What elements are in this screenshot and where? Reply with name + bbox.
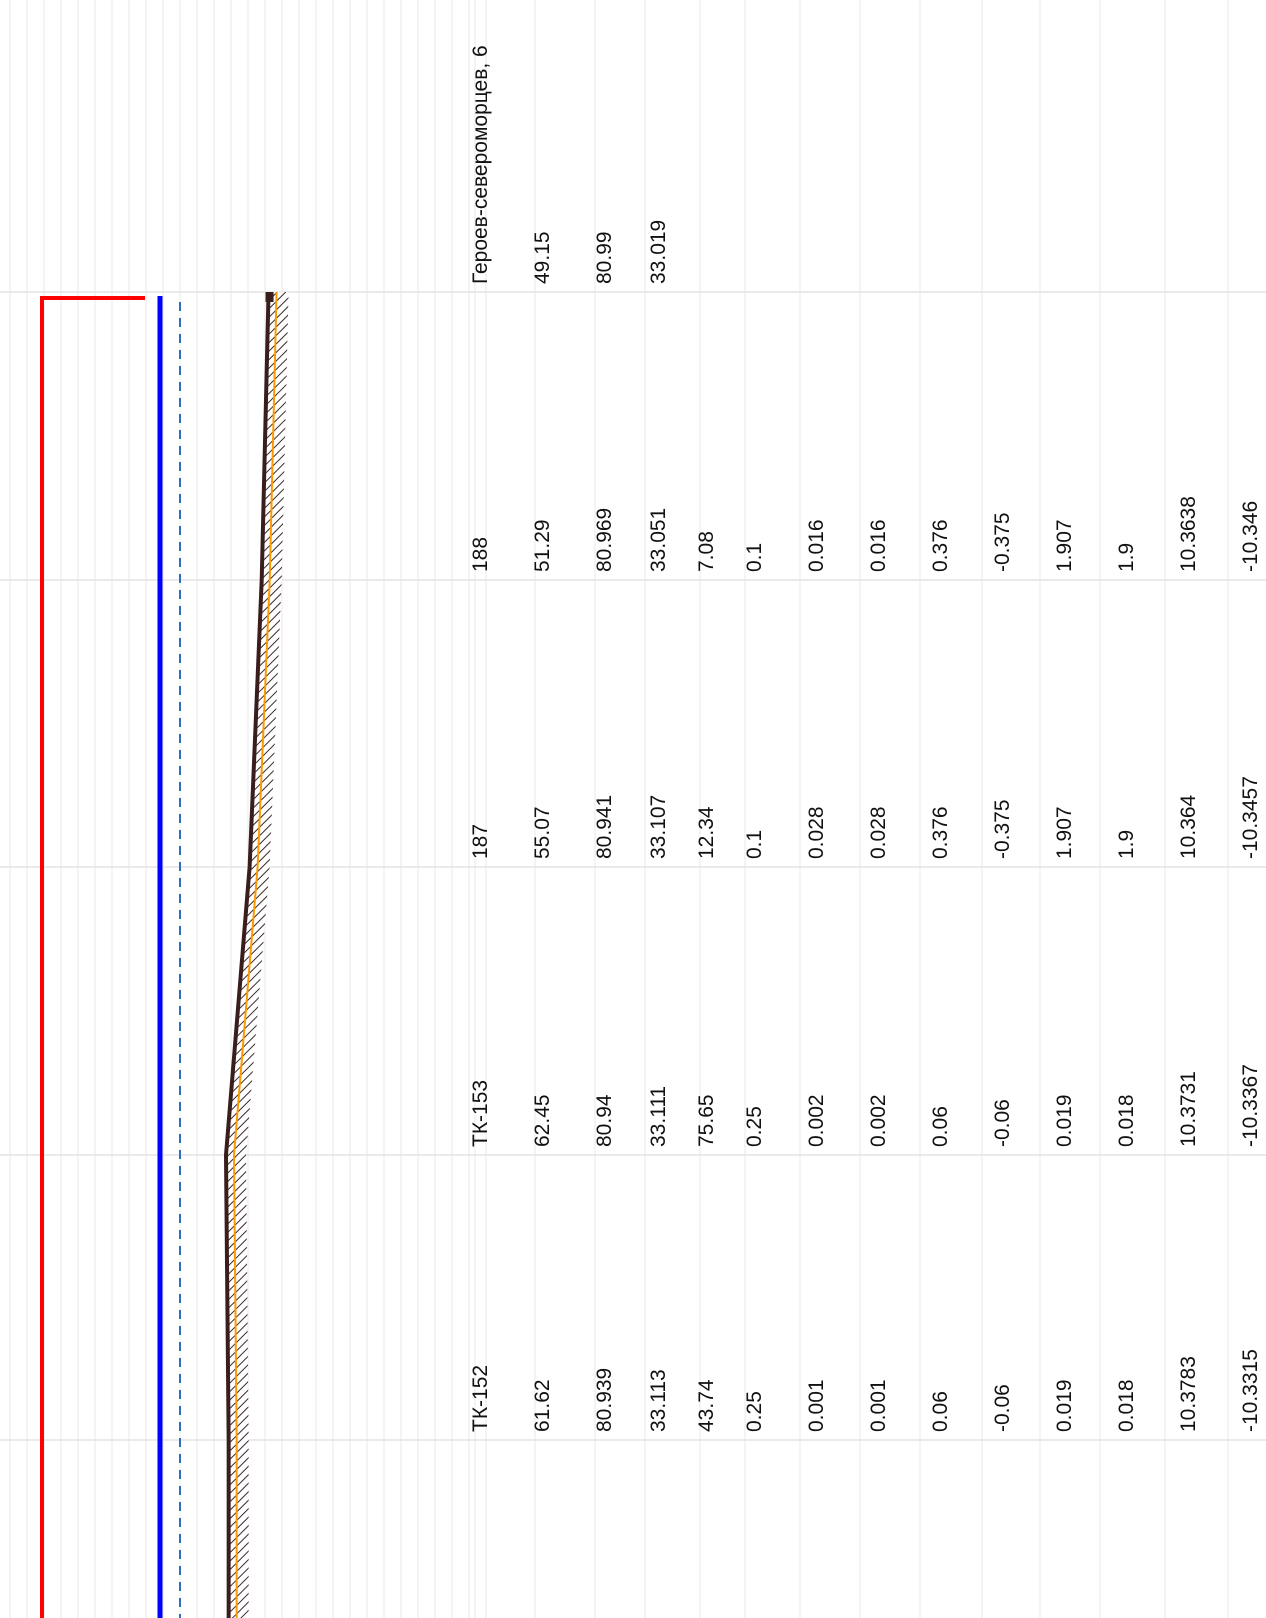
table-cell: 0.018 <box>1115 1094 1138 1147</box>
table-cell: 0.06 <box>929 1391 952 1432</box>
table-cell: 0.06 <box>929 1106 952 1147</box>
table-cell: -0.06 <box>991 1099 1014 1147</box>
node-label: Героев-североморцев, 6 <box>469 45 492 284</box>
ground-hatch <box>226 292 289 1618</box>
table-cell: 1.907 <box>1053 806 1076 859</box>
table-cell: 0.019 <box>1053 1379 1076 1432</box>
table-cell: 33.107 <box>647 795 670 859</box>
table-cell: -10.3367 <box>1239 1064 1262 1147</box>
table-cell: 80.94 <box>593 1094 616 1147</box>
table-cell: 1.907 <box>1053 519 1076 572</box>
table-cell: 75.65 <box>695 1094 718 1147</box>
supply-pressure-line <box>40 296 145 1618</box>
profile-area <box>223 291 289 1618</box>
table-cell: 80.941 <box>593 795 616 859</box>
table-cell: 0.016 <box>805 519 828 572</box>
node-label: ТК-152 <box>469 1365 492 1432</box>
table-cell: 80.99 <box>593 231 616 284</box>
table-cell: 0.25 <box>743 1391 766 1432</box>
table-cell: 43.74 <box>695 1379 718 1432</box>
pressure-lines <box>40 296 181 1618</box>
table-cell: -10.3457 <box>1239 776 1262 859</box>
table-cell: 0.028 <box>867 806 890 859</box>
table-cell: 0.376 <box>929 519 952 572</box>
table-cell: 61.62 <box>531 1379 554 1432</box>
table-cell: 0.1 <box>743 543 766 572</box>
table-cell: 10.3783 <box>1177 1356 1200 1432</box>
table-cell: 55.07 <box>531 806 554 859</box>
table-cell: 33.113 <box>647 1369 670 1432</box>
table-cell: 62.45 <box>531 1094 554 1147</box>
table-cell: 1.9 <box>1115 830 1138 859</box>
ground-profile-line <box>223 291 271 1618</box>
table-cell: 49.15 <box>531 231 554 284</box>
table-cell: 0.002 <box>867 1094 890 1147</box>
table-cell: 0.25 <box>743 1106 766 1147</box>
table-cell: -0.375 <box>991 799 1014 859</box>
consumer-marker <box>265 292 274 302</box>
table-cell: 0.002 <box>805 1094 828 1147</box>
table-cell: 0.1 <box>743 830 766 859</box>
table-cell: 12.34 <box>695 806 718 859</box>
table-cell: 0.376 <box>929 806 952 859</box>
table-cell: -0.06 <box>991 1384 1014 1432</box>
table-cell: 0.001 <box>805 1379 828 1432</box>
table-cell: -0.375 <box>991 512 1014 572</box>
table-cell: -10.346 <box>1239 501 1262 572</box>
table-cell: 0.018 <box>1115 1379 1138 1432</box>
node-label: 188 <box>469 537 492 572</box>
table-cell: 0.016 <box>867 519 890 572</box>
table-cell: 10.364 <box>1177 794 1200 859</box>
table-cell: 80.939 <box>593 1368 616 1432</box>
table-cell: 7.08 <box>695 531 718 572</box>
table-cell: 33.051 <box>647 508 670 572</box>
table-cell: 33.111 <box>647 1086 670 1147</box>
table-cell: 80.969 <box>593 508 616 572</box>
node-label: 187 <box>469 824 492 859</box>
table-cell: 10.3638 <box>1177 496 1200 572</box>
table-cell: 0.028 <box>805 806 828 859</box>
data-table: ТК-152 61.62 80.939 33.113 43.74 0.25 0.001 0.0… <box>469 45 1262 1432</box>
table-cell: 33.019 <box>647 220 670 284</box>
pipe-profile-line <box>232 291 278 1618</box>
table-cell: -10.3315 <box>1239 1349 1262 1432</box>
node-label: ТК-153 <box>469 1080 492 1147</box>
table-cell: 0.019 <box>1053 1094 1076 1147</box>
table-cell: 51.29 <box>531 519 554 572</box>
table-cell: 1.9 <box>1115 543 1138 572</box>
table-cell: 10.3731 <box>1177 1071 1200 1147</box>
table-cell: 0.001 <box>867 1379 890 1432</box>
